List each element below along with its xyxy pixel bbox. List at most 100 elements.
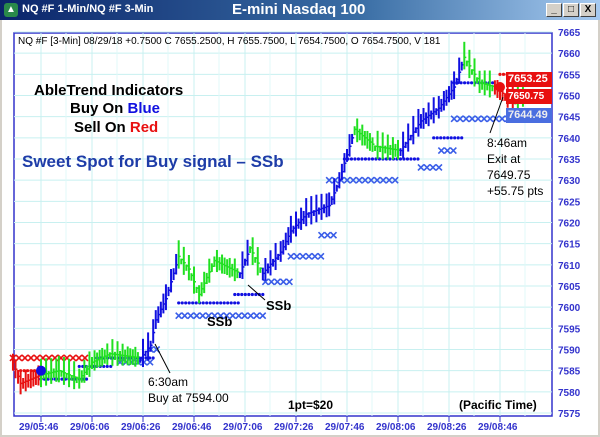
x-tick-label: 29/08:06	[376, 422, 416, 433]
stop-x-mark	[235, 312, 243, 320]
stop-dot	[60, 377, 64, 381]
y-tick-label: 7605	[558, 282, 581, 293]
x-tick-label: 29/06:26	[121, 422, 161, 433]
buy-color-word: Blue	[127, 100, 161, 117]
y-tick-label: 7645	[558, 113, 581, 124]
stop-dot	[405, 157, 410, 161]
stop-dot	[233, 292, 237, 297]
stop-dot	[349, 157, 354, 161]
stop-x-mark	[75, 354, 83, 362]
stop-dot	[367, 157, 371, 161]
y-tick-label: 7610	[558, 261, 581, 272]
stop-dot	[491, 81, 495, 85]
y-tick-label: 7625	[558, 197, 581, 208]
stop-x-mark	[247, 312, 255, 320]
x-tick-label: 29/08:26	[427, 422, 467, 433]
stop-dot	[219, 301, 223, 305]
chart-title: E-mini Nasdaq 100	[232, 1, 366, 18]
stop-x-mark	[205, 312, 213, 320]
stop-x-mark	[474, 115, 482, 123]
stop-x-mark	[361, 176, 369, 184]
stop-x-mark	[317, 231, 326, 239]
plot-area	[13, 32, 553, 417]
sweet-spot-label: Sweet Spot for Buy signal – SSb	[22, 152, 284, 171]
stop-dot	[229, 301, 233, 305]
stop-dot	[205, 301, 209, 305]
stop-x-mark	[217, 312, 225, 320]
stop-dot	[470, 81, 474, 85]
stop-price-tag: 7644.49	[506, 108, 552, 123]
stop-x-mark	[443, 146, 451, 155]
stop-x-mark	[379, 176, 387, 184]
stop-dot	[226, 301, 230, 305]
stop-dot	[105, 364, 109, 369]
stop-dot	[151, 356, 155, 360]
point-value: 1pt=$20	[288, 398, 334, 412]
stop-dot	[254, 292, 258, 297]
stop-x-mark	[343, 176, 351, 184]
stop-x-mark	[229, 312, 237, 320]
stop-x-mark	[480, 115, 488, 123]
y-tick-label: 7655	[558, 70, 581, 81]
y-tick-label: 7600	[558, 303, 581, 314]
stop-dot	[177, 301, 181, 305]
stop-x-mark	[450, 115, 458, 123]
stop-dot	[236, 301, 240, 305]
stop-x-mark	[69, 354, 77, 362]
stop-dot	[377, 157, 382, 161]
stop-dot	[77, 364, 81, 369]
y-tick-label: 7590	[558, 346, 581, 357]
stop-dot	[222, 301, 226, 305]
stop-x-mark	[211, 312, 219, 320]
window-title: NQ #F 1-Min/NQ #F 3-Min	[22, 3, 154, 15]
entry-price: Buy at 7594.00	[148, 391, 229, 405]
y-tick-label: 7650	[558, 92, 581, 103]
buy-legend: Buy On Blue	[70, 100, 160, 117]
exit-note: 8:46am Exit at 7649.75 +55.75 pts	[487, 135, 543, 199]
stop-x-mark	[391, 176, 399, 184]
stop-dot	[236, 292, 240, 297]
stop-dot	[501, 72, 506, 76]
stop-dot	[360, 157, 364, 161]
stop-x-mark	[423, 163, 431, 172]
y-tick-label: 7580	[558, 388, 581, 399]
exit-arrow	[489, 96, 504, 134]
stop-x-mark	[449, 146, 457, 155]
stop-x-mark	[241, 312, 249, 320]
maximize-button[interactable]: □	[563, 3, 579, 17]
close-button[interactable]: X	[580, 3, 596, 17]
stop-dot	[353, 157, 357, 161]
y-tick-label: 7665	[558, 28, 581, 39]
y-tick-label: 7585	[558, 367, 581, 378]
stop-x-mark	[285, 278, 293, 286]
stop-x-mark	[273, 278, 281, 286]
stop-x-mark	[33, 354, 41, 362]
stop-dot	[370, 157, 375, 161]
stop-x-mark	[498, 115, 506, 123]
stop-dot	[356, 157, 361, 161]
exit-points: +55.75 pts	[487, 184, 544, 198]
stop-dot	[250, 292, 254, 297]
stop-dot	[201, 301, 205, 305]
stop-x-mark	[317, 252, 325, 260]
minimize-button[interactable]: _	[546, 3, 562, 17]
stop-dot	[247, 292, 251, 297]
stop-dot	[187, 301, 191, 305]
sell-color-word: Red	[129, 119, 159, 136]
stop-dot	[388, 157, 392, 161]
x-tick-label: 29/05:46	[19, 422, 59, 433]
last-price-tag: 7653.25	[506, 72, 552, 87]
y-tick-label: 7615	[558, 240, 581, 251]
stop-x-mark	[193, 312, 201, 320]
y-tick-label: 7620	[558, 219, 581, 230]
x-tick-label: 29/07:26	[274, 422, 314, 433]
quote-header: NQ #F [3-Min] 08/29/18 +0.7500 C 7655.25…	[18, 36, 441, 47]
stop-dot	[460, 136, 464, 140]
stop-dot	[215, 301, 219, 305]
stop-x-mark	[355, 176, 363, 184]
stop-x-mark	[81, 354, 89, 362]
stop-x-mark	[259, 312, 267, 320]
stop-x-mark	[293, 252, 301, 260]
stop-x-mark	[199, 312, 207, 320]
